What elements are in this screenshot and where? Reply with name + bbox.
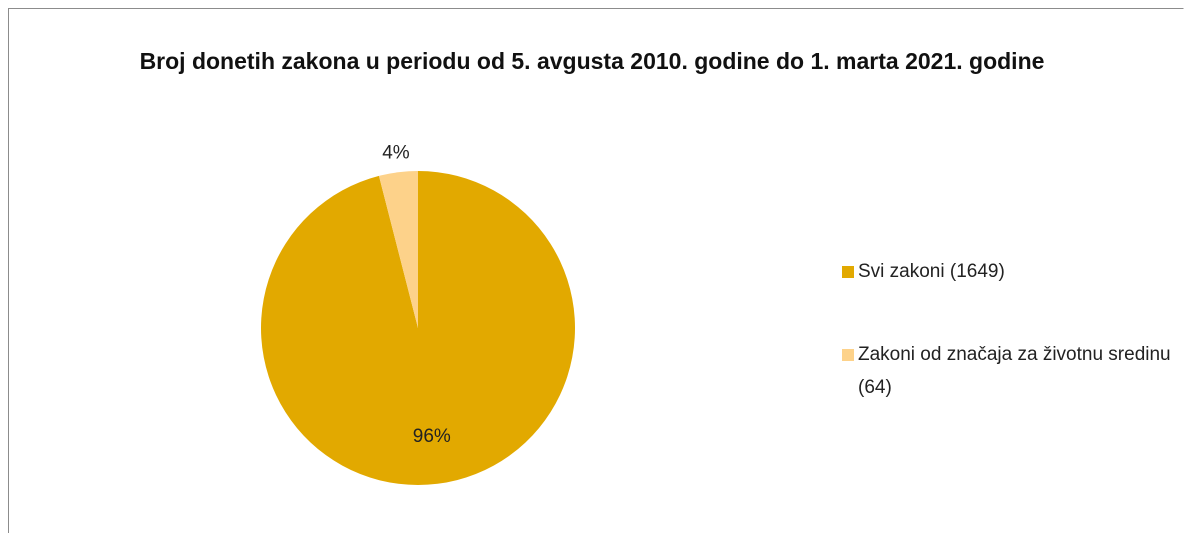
chart-border bbox=[8, 8, 1184, 533]
legend-label: Zakoni od značaja za životnu sredinu (64… bbox=[858, 344, 1171, 398]
legend-swatch bbox=[842, 349, 854, 361]
data-label: 96% bbox=[413, 426, 451, 447]
legend-swatch bbox=[842, 266, 854, 278]
pie-slice bbox=[378, 171, 418, 328]
chart-title: Broj donetih zakona u periodu od 5. avgu… bbox=[139, 48, 1045, 74]
data-label: 4% bbox=[382, 143, 410, 164]
legend-label: Svi zakoni (1649) bbox=[858, 261, 1005, 282]
